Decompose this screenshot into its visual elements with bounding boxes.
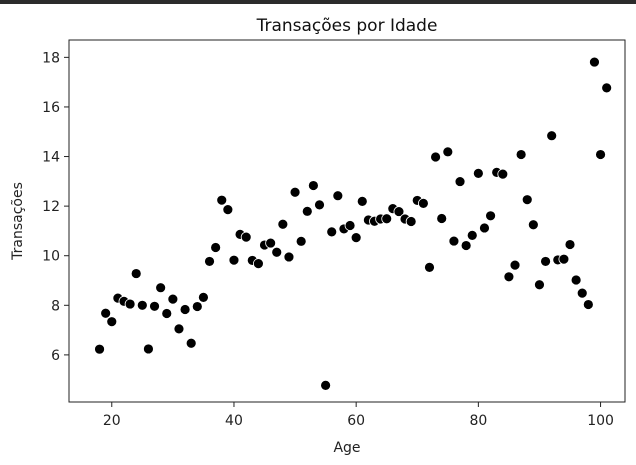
data-point <box>430 151 441 163</box>
data-point <box>381 213 393 225</box>
data-point <box>320 379 332 391</box>
data-point <box>94 343 105 355</box>
data-point <box>436 213 448 224</box>
data-point <box>509 259 521 271</box>
data-point <box>124 298 136 310</box>
data-point <box>350 232 362 244</box>
data-point <box>558 253 570 265</box>
y-axis: 6 8 10 12 14 16 18 <box>42 50 69 364</box>
data-point <box>301 205 313 217</box>
data-point <box>161 308 173 319</box>
data-points <box>94 56 613 391</box>
window-top-bar <box>0 0 636 4</box>
data-point <box>497 168 509 180</box>
data-point <box>515 149 527 160</box>
data-point <box>405 216 417 227</box>
data-point <box>143 343 154 355</box>
data-point <box>564 239 576 250</box>
data-point <box>289 186 301 198</box>
data-point <box>179 304 191 315</box>
data-point <box>216 194 228 206</box>
data-point <box>393 206 405 217</box>
data-point <box>265 237 277 249</box>
data-point <box>582 299 594 310</box>
data-point <box>222 204 234 215</box>
data-point <box>136 299 148 311</box>
data-point <box>472 167 484 179</box>
data-point <box>283 251 295 263</box>
data-point <box>344 220 356 231</box>
data-point <box>167 293 179 305</box>
data-point <box>155 282 167 294</box>
x-tick-label: 20 <box>103 413 121 429</box>
data-point <box>204 256 215 267</box>
data-point <box>240 231 252 243</box>
chart-title: Transações por Idade <box>256 16 438 36</box>
data-point <box>527 219 539 231</box>
data-point <box>570 274 582 286</box>
plot-frame <box>68 39 626 403</box>
y-tick-label: 8 <box>51 298 60 314</box>
data-point <box>332 190 344 202</box>
data-point <box>485 210 496 222</box>
y-tick-label: 10 <box>42 249 60 265</box>
data-point <box>417 197 429 209</box>
y-axis-label: Transações <box>10 182 26 261</box>
data-point <box>589 56 600 68</box>
data-point <box>466 229 478 241</box>
data-point <box>595 149 606 160</box>
x-axis-label: Age <box>333 440 360 456</box>
data-point <box>191 301 203 312</box>
data-point <box>173 323 185 335</box>
data-point <box>326 226 338 238</box>
data-point <box>277 218 289 230</box>
data-point <box>454 176 466 187</box>
data-point <box>540 256 551 267</box>
data-point <box>271 246 283 258</box>
data-point <box>356 196 368 207</box>
data-point <box>442 146 454 158</box>
x-axis: 20 40 60 80 100 <box>103 402 614 429</box>
data-point <box>253 258 264 270</box>
y-tick-label: 16 <box>42 100 60 116</box>
x-tick-label: 100 <box>587 413 614 429</box>
data-point <box>576 287 588 299</box>
data-point <box>185 337 197 349</box>
data-point <box>228 254 240 266</box>
data-point <box>210 242 222 253</box>
data-point <box>460 240 472 251</box>
data-point <box>295 235 307 247</box>
x-tick-label: 40 <box>225 413 243 429</box>
data-point <box>149 300 160 312</box>
data-point <box>106 316 118 328</box>
data-point <box>534 279 545 291</box>
y-tick-label: 6 <box>51 348 60 364</box>
data-point <box>100 307 112 319</box>
data-point <box>601 82 613 94</box>
y-tick-label: 14 <box>42 150 60 166</box>
data-point <box>521 194 533 206</box>
data-point <box>198 291 209 303</box>
data-point <box>546 130 558 142</box>
data-point <box>307 180 319 191</box>
data-point <box>130 268 142 279</box>
data-point <box>503 271 515 283</box>
x-tick-label: 80 <box>469 413 487 429</box>
x-tick-label: 60 <box>347 413 365 429</box>
data-point <box>479 222 490 234</box>
y-tick-label: 12 <box>42 199 60 215</box>
data-point <box>424 261 435 273</box>
y-tick-label: 18 <box>42 50 60 66</box>
data-point <box>314 199 325 211</box>
data-point <box>448 235 460 247</box>
